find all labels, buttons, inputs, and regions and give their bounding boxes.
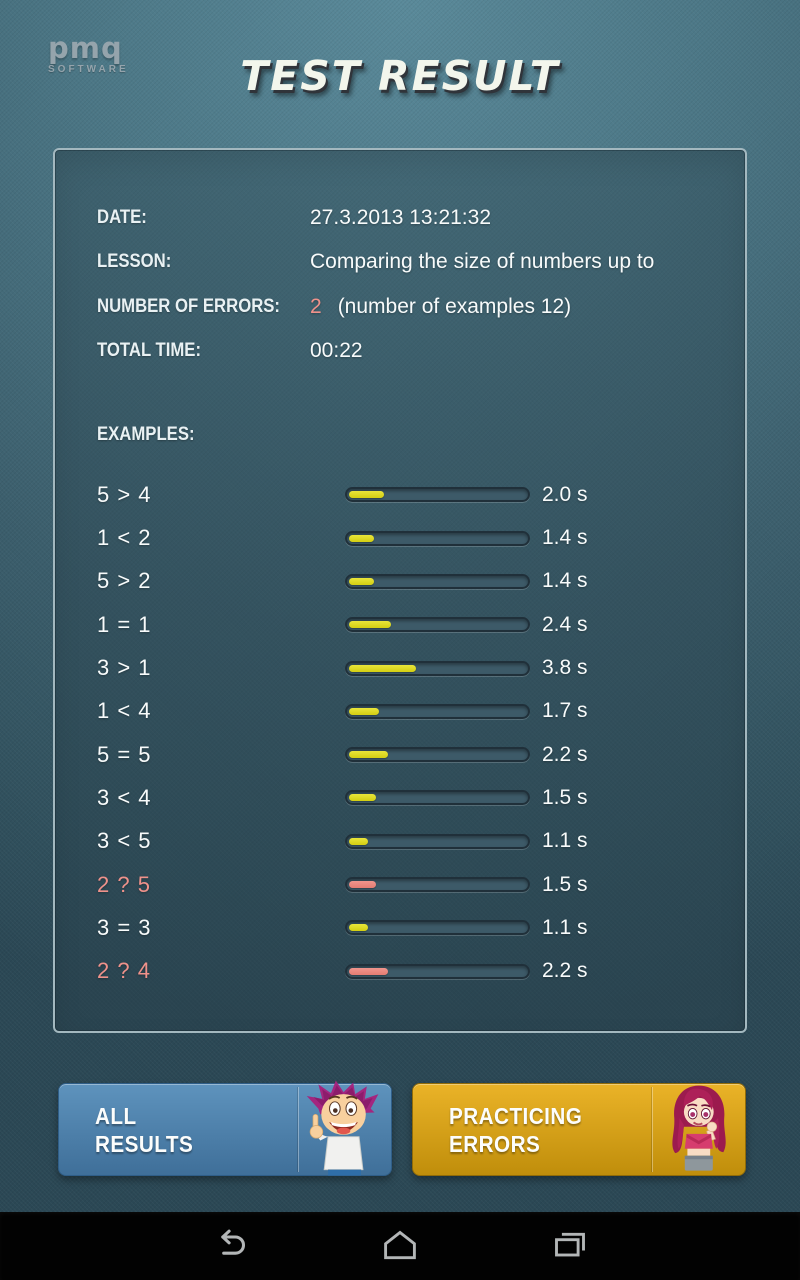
example-equation: 1 < 2	[97, 525, 152, 551]
recents-button[interactable]	[548, 1224, 592, 1268]
page-title: TEST RESULT	[240, 52, 560, 100]
button-divider	[652, 1087, 653, 1172]
example-row: 1 < 2 1.4 s	[97, 516, 727, 559]
example-equation: 5 > 2	[97, 568, 152, 594]
example-time: 1.7 s	[542, 699, 588, 723]
home-icon	[384, 1230, 416, 1260]
result-panel: DATE: 27.3.2013 13:21:32 LESSON: Compari…	[53, 148, 747, 1033]
example-row: 2 ? 5 1.5 s	[97, 863, 727, 906]
time-bar-fill	[349, 664, 416, 672]
lesson-row: LESSON: Comparing the size of numbers up…	[97, 240, 727, 284]
time-bar-track	[345, 660, 530, 676]
example-equation: 1 < 4	[97, 698, 152, 724]
girl-thinking-icon	[653, 1084, 745, 1175]
recents-icon	[555, 1232, 585, 1257]
practicing-errors-button[interactable]: PRACTICING ERRORS	[412, 1083, 746, 1176]
example-equation: 3 < 5	[97, 828, 152, 854]
home-button[interactable]	[378, 1224, 422, 1268]
app-background: pmq SOFTWARE TEST RESULT DATE: 27.3.2013…	[0, 0, 800, 1212]
practicing-errors-label-line1: PRACTICING	[449, 1102, 583, 1129]
time-bar-fill	[349, 837, 368, 845]
example-row: 3 < 4 1.5 s	[97, 776, 727, 819]
example-row: 2 ? 4 2.2 s	[97, 949, 727, 992]
android-navbar	[0, 1212, 800, 1280]
example-row: 1 < 4 1.7 s	[97, 690, 727, 733]
example-equation: 2 ? 5	[97, 871, 151, 897]
time-bar-track	[345, 920, 530, 936]
time-bar-fill	[349, 621, 391, 629]
time-bar-fill	[349, 577, 374, 585]
boy-pointing-up-icon	[299, 1080, 391, 1176]
example-time: 1.4 s	[542, 526, 588, 550]
time-bar-fill	[349, 534, 374, 542]
all-results-button[interactable]: ALL RESULTS	[58, 1080, 392, 1176]
example-time: 1.4 s	[542, 569, 588, 593]
time-bar-track	[345, 877, 530, 892]
logo-brand-text: pmq	[48, 31, 123, 65]
time-bar-fill	[349, 924, 368, 932]
example-time: 2.2 s	[542, 959, 588, 983]
time-bar-track	[345, 530, 530, 546]
example-row: 5 > 4 2.0 s	[97, 473, 727, 516]
example-equation: 1 = 1	[97, 611, 152, 637]
example-row: 5 = 5 2.2 s	[97, 733, 727, 776]
all-results-label-line1: ALL	[95, 1102, 137, 1129]
date-value: 27.3.2013 13:21:32	[310, 206, 492, 230]
total-time-label: TOTAL TIME:	[97, 340, 202, 362]
time-bar-track	[345, 833, 530, 849]
example-equation: 3 > 1	[97, 655, 152, 681]
date-row: DATE: 27.3.2013 13:21:32	[97, 196, 727, 240]
examples-label: EXAMPLES:	[97, 424, 195, 446]
pmq-logo: pmq SOFTWARE	[48, 31, 129, 76]
time-bar-fill	[349, 751, 388, 759]
example-time: 1.5 s	[542, 872, 588, 896]
time-bar-fill	[349, 794, 376, 802]
total-time-row: TOTAL TIME: 00:22	[97, 329, 727, 373]
errors-row: NUMBER OF ERRORS: 2 (number of examples 1…	[97, 285, 727, 329]
time-bar-track	[345, 703, 530, 719]
back-icon	[221, 1229, 245, 1255]
example-row: 1 = 1 2.4 s	[97, 603, 727, 646]
example-row: 3 = 3 1.1 s	[97, 906, 727, 949]
example-time: 2.4 s	[542, 612, 588, 636]
example-equation: 5 > 4	[97, 481, 152, 507]
errors-label: NUMBER OF ERRORS:	[97, 295, 280, 317]
time-bar-track	[345, 617, 530, 633]
example-time: 1.1 s	[542, 915, 588, 939]
example-time: 2.2 s	[542, 742, 588, 766]
example-row: 3 > 1 3.8 s	[97, 646, 727, 689]
time-bar-fill	[349, 881, 376, 888]
time-bar-fill	[349, 967, 388, 975]
time-bar-fill	[349, 491, 384, 499]
total-time-value: 00:22	[310, 339, 363, 363]
time-bar-track	[345, 487, 530, 503]
back-button[interactable]	[208, 1224, 252, 1268]
time-bar-fill	[349, 707, 379, 715]
error-note: (number of examples 12)	[337, 294, 572, 318]
time-bar-track	[345, 747, 530, 763]
date-label: DATE:	[97, 207, 147, 229]
example-time: 1.1 s	[542, 829, 588, 853]
lesson-value: Comparing the size of numbers up to	[310, 250, 655, 274]
example-time: 2.0 s	[542, 482, 588, 506]
time-bar-track	[345, 573, 530, 589]
example-time: 3.8 s	[542, 656, 588, 680]
examples-list: 5 > 4 2.0 s 1 < 2 1.4 s 5 > 2 1.4 s 1 = …	[97, 473, 727, 993]
practicing-errors-label-line2: ERRORS	[449, 1130, 541, 1157]
lesson-label: LESSON:	[97, 251, 172, 273]
button-divider	[298, 1087, 299, 1172]
time-bar-track	[345, 963, 530, 979]
time-bar-track	[345, 790, 530, 806]
example-row: 3 < 5 1.1 s	[97, 820, 727, 863]
example-equation: 2 ? 4	[97, 958, 151, 984]
error-count: 2	[310, 294, 322, 318]
example-equation: 5 = 5	[97, 741, 152, 767]
logo-subtitle-text: SOFTWARE	[48, 64, 129, 75]
example-equation: 3 < 4	[97, 784, 152, 810]
all-results-label-line2: RESULTS	[95, 1130, 194, 1157]
example-equation: 3 = 3	[97, 914, 152, 940]
example-time: 1.5 s	[542, 785, 588, 809]
example-row: 5 > 2 1.4 s	[97, 560, 727, 603]
